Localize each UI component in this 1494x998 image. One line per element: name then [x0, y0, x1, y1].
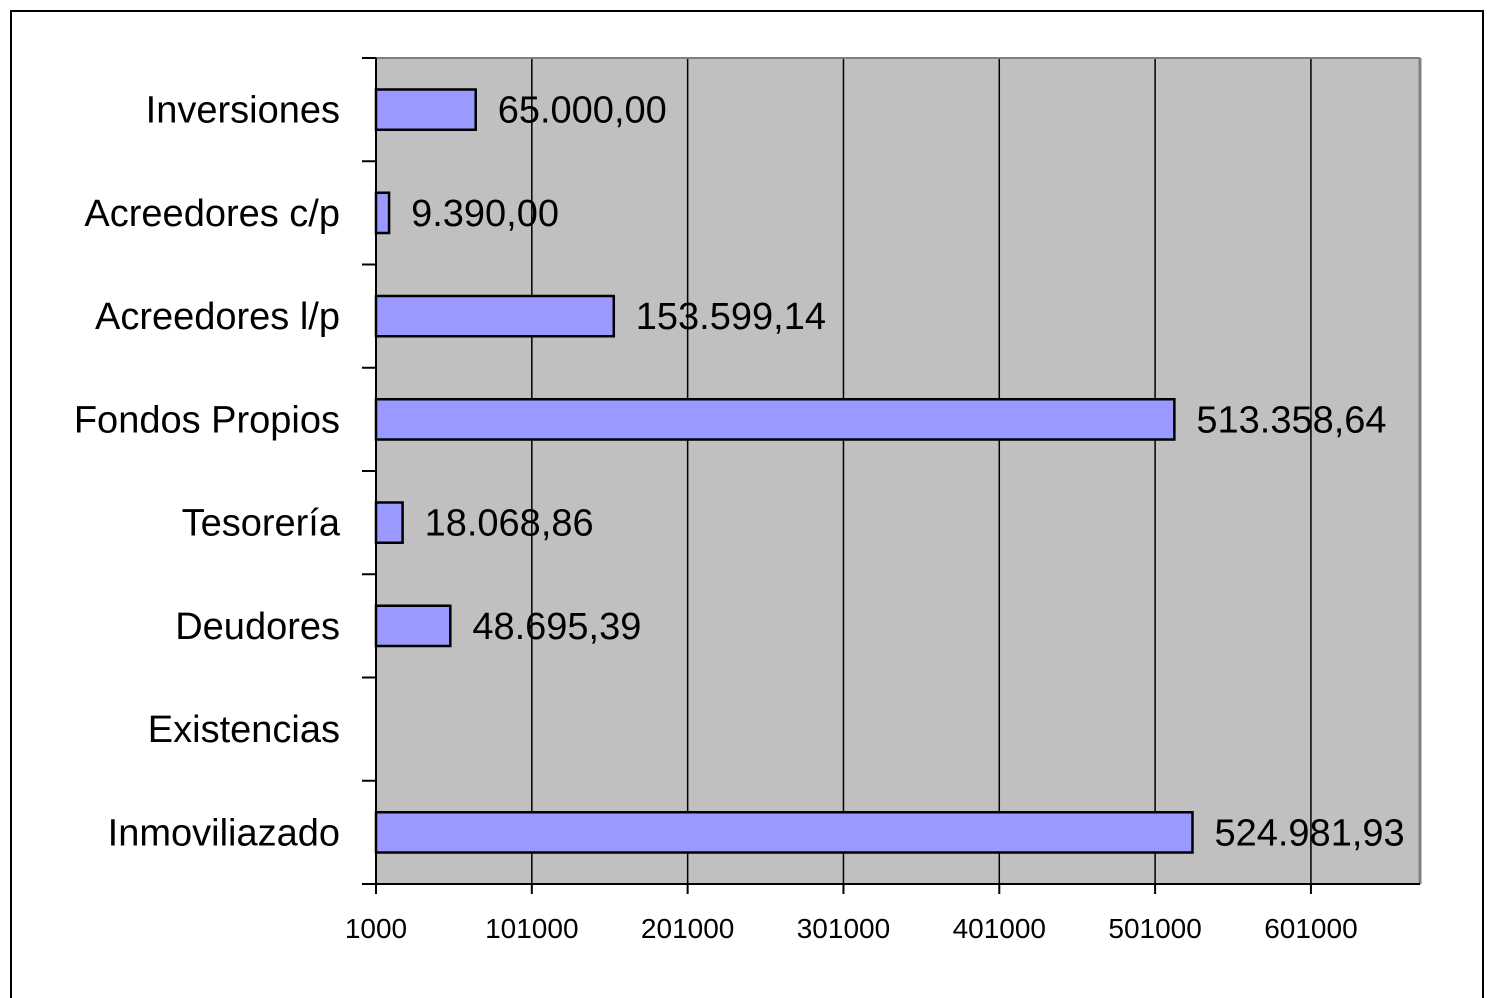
bar-1	[374, 88, 477, 132]
value-labels: 65.000,00 9.390,00 153.599,14 513.358,64 18.…	[411, 90, 1405, 855]
value-label-3: 153.599,14	[636, 296, 826, 338]
bar-2	[374, 191, 391, 235]
category-label-2: Acreedores c/p	[84, 193, 340, 235]
category-label-4: Fondos Propios	[74, 399, 340, 441]
gridlines	[531, 58, 1312, 884]
category-label-8: Inmoviliazado	[108, 812, 340, 854]
bar-4	[374, 397, 1176, 441]
x-tick-label-6: 601000	[1264, 913, 1357, 944]
bar-8	[374, 810, 1194, 854]
plot-area	[376, 58, 1420, 884]
axes	[362, 57, 1422, 894]
x-tick-label-5: 501000	[1108, 913, 1201, 944]
value-label-6: 48.695,39	[472, 606, 641, 648]
bar-3	[374, 294, 616, 338]
x-tick-label-3: 301000	[797, 913, 890, 944]
x-tick-label-1: 101000	[485, 913, 578, 944]
bar-6	[374, 604, 452, 648]
category-label-7: Existencias	[148, 709, 340, 751]
value-label-4: 513.358,64	[1196, 399, 1386, 441]
category-label-3: Acreedores l/p	[95, 296, 340, 338]
value-label-8: 524.981,93	[1214, 812, 1404, 854]
value-label-2: 9.390,00	[411, 193, 559, 235]
bar-5	[374, 501, 404, 545]
category-label-6: Deudores	[175, 606, 340, 648]
x-tick-labels: 1000 101000 201000 301000 401000 501000 601000	[345, 913, 1358, 944]
value-label-1: 65.000,00	[498, 90, 667, 132]
x-tick-label-4: 401000	[953, 913, 1046, 944]
category-labels: Inversiones Acreedores c/p Acreedores l/p F…	[74, 90, 341, 855]
x-tick-label-2: 201000	[641, 913, 734, 944]
x-tick-label-0: 1000	[345, 913, 407, 944]
value-label-5: 18.068,86	[425, 503, 594, 545]
category-label-1: Inversiones	[146, 90, 340, 132]
category-label-5: Tesorería	[182, 503, 341, 545]
